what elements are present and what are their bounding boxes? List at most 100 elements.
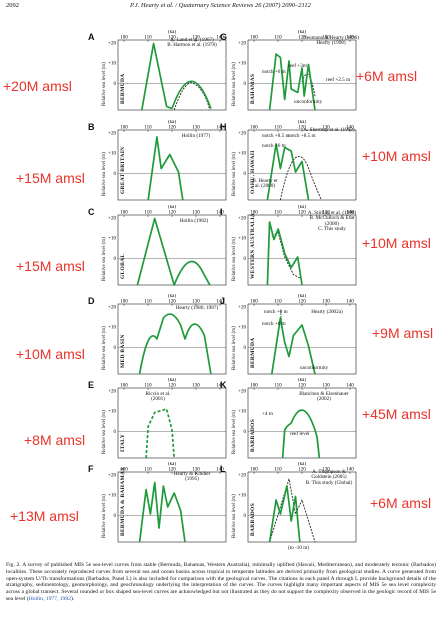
y-tick-label: +10 bbox=[238, 237, 246, 242]
x-tick-label: 140 bbox=[346, 126, 354, 131]
sea-level-curve-plot: 100 110 120 130 140 (ka) +20 +10 0 bbox=[238, 120, 357, 201]
curve-dashed bbox=[269, 478, 316, 543]
panel-annotation: reef level bbox=[290, 431, 310, 437]
panel-a: A 100 110 120 130 140 (ka) +20 +10 0 Relative sea … bbox=[88, 30, 250, 122]
x-tick-label: 100 bbox=[120, 384, 128, 389]
x-axis-title: (ka) bbox=[298, 294, 306, 299]
x-axis-title: (ka) bbox=[168, 462, 176, 467]
amsl-annotation: +10M amsl bbox=[362, 235, 431, 251]
y-axis-label: Relative sea level (m) bbox=[232, 62, 237, 106]
panel-citation: Blanchon & Eisenhauer (2002) bbox=[299, 391, 349, 403]
panel-b: B 100 110 120 130 140 (ka) +20 +10 0 Relative sea … bbox=[88, 120, 250, 212]
y-axis-label: Relative sea level (m) bbox=[232, 494, 237, 538]
x-tick-label: 130 bbox=[322, 384, 330, 389]
x-axis-title: (ka) bbox=[168, 205, 176, 210]
x-tick-label: 120 bbox=[298, 126, 306, 131]
sea-level-curve-plot: 100 110 120 130 140 (ka) +20 +10 0 bbox=[238, 205, 357, 286]
region-label: BERMUDA bbox=[250, 337, 256, 368]
x-tick-label: 100 bbox=[250, 384, 258, 389]
x-tick-label: 140 bbox=[216, 468, 224, 473]
y-tick-label: +20 bbox=[108, 474, 116, 479]
sea-level-curve bbox=[268, 485, 301, 543]
page-header: 2092 P.J. Hearty et al. / Quaternary Sci… bbox=[0, 2, 442, 12]
sea-level-curve-plot: 100 110 120 130 140 (ka) +20 +10 0 bbox=[238, 30, 357, 111]
x-tick-label: 100 bbox=[250, 300, 258, 305]
region-label: WESTERN AUSTRALIA bbox=[250, 212, 256, 279]
caption-citation-link[interactable]: Hollin, 1977, 1982 bbox=[28, 596, 71, 603]
y-axis-label: Relative sea level (m) bbox=[232, 326, 237, 370]
y-axis-label: Relative sea level (m) bbox=[232, 410, 237, 454]
x-tick-label: 130 bbox=[322, 211, 330, 216]
y-tick-label: +20 bbox=[238, 42, 246, 47]
y-tick-label: 0 bbox=[244, 430, 247, 435]
x-tick-label: 130 bbox=[192, 36, 200, 41]
x-tick-label: 100 bbox=[120, 211, 128, 216]
region-label: BAHAMAS bbox=[250, 73, 256, 104]
x-axis-title: (ka) bbox=[298, 462, 306, 467]
x-tick-label: 120 bbox=[298, 36, 306, 41]
x-tick-label: 140 bbox=[346, 300, 354, 305]
sea-level-curve-plot: 100 110 120 130 140 (ka) +20 +10 0 bbox=[108, 205, 227, 286]
plot-frame bbox=[117, 129, 227, 201]
panel-letter: J bbox=[220, 296, 226, 306]
panel-annotation: notch +9 m bbox=[264, 309, 288, 315]
panel-d: D 100 110 120 130 140 (ka) +20 +10 0 Relative sea … bbox=[88, 294, 250, 386]
sea-level-curve bbox=[145, 408, 176, 459]
panel-letter: G bbox=[220, 32, 228, 42]
panel-citation: Riccio et al. (2001) bbox=[145, 391, 171, 403]
amsl-annotation: +20M amsl bbox=[3, 78, 72, 94]
y-axis-label: Relative sea level (m) bbox=[102, 494, 107, 538]
x-tick-label: 110 bbox=[274, 36, 282, 41]
curve-dashed bbox=[279, 155, 322, 201]
sea-level-curve-plot: 100 110 120 130 140 (ka) +20 +10 0 bbox=[238, 378, 357, 459]
x-tick-label: 130 bbox=[192, 211, 200, 216]
x-tick-label: 130 bbox=[322, 36, 330, 41]
x-tick-label: 120 bbox=[168, 468, 176, 473]
y-tick-label: 0 bbox=[114, 172, 117, 177]
panel-annotation: notch +8.5 m bbox=[262, 133, 290, 139]
panel-g: G 100 110 120 130 140 (ka) +20 +10 0 Relative sea … bbox=[220, 30, 382, 122]
y-tick-label: +10 bbox=[238, 494, 246, 499]
region-label: BARBADOS bbox=[250, 419, 256, 452]
x-tick-label: 120 bbox=[298, 211, 306, 216]
x-tick-label: 120 bbox=[168, 126, 176, 131]
region-label: ITALY bbox=[120, 433, 126, 452]
region-label: BARBADOS bbox=[250, 503, 256, 536]
x-tick-label: 100 bbox=[250, 36, 258, 41]
y-axis-label: Relative sea level (m) bbox=[102, 326, 107, 370]
curve-dashed bbox=[173, 82, 211, 111]
panel-annotation: notch +8.5 m bbox=[288, 133, 316, 139]
sea-level-curve-plot: 100 110 120 130 140 (ka) +20 +10 0 bbox=[108, 378, 227, 459]
panel-letter: A bbox=[88, 32, 95, 42]
panel-letter: K bbox=[220, 380, 227, 390]
panel-k: K 100 110 120 130 140 (ka) +20 +10 0 Relative sea … bbox=[220, 378, 382, 470]
x-tick-label: 130 bbox=[322, 126, 330, 131]
sea-level-curve-plot: 100 110 120 130 140 (ka) +20 +10 0 bbox=[108, 120, 227, 201]
y-tick-label: 0 bbox=[114, 514, 117, 519]
x-axis-title: (ka) bbox=[168, 30, 176, 35]
y-tick-label: +20 bbox=[238, 217, 246, 222]
panel-citation: Hearty (1986; 1987) bbox=[175, 305, 219, 311]
y-tick-label: +10 bbox=[238, 62, 246, 67]
x-tick-label: 140 bbox=[216, 126, 224, 131]
region-label: GREAT BRITAIN bbox=[120, 146, 126, 194]
figure-caption: Fig. 2. A survey of published MIS 5e sea… bbox=[6, 562, 436, 603]
x-axis-title: (ka) bbox=[298, 120, 306, 125]
panel-citation: Hearty & Kindler (1995) bbox=[173, 471, 211, 483]
y-tick-label: +10 bbox=[108, 152, 116, 157]
x-tick-label: 120 bbox=[298, 468, 306, 473]
x-tick-label: 110 bbox=[144, 36, 152, 41]
y-tick-label: 0 bbox=[114, 346, 117, 351]
panel-annotation: notch +6 m bbox=[262, 143, 286, 149]
caption-end: ). bbox=[70, 596, 75, 603]
y-tick-label: +10 bbox=[108, 494, 116, 499]
amsl-annotation: +9M amsl bbox=[372, 325, 434, 341]
amsl-annotation: +6M amsl bbox=[370, 495, 432, 511]
panel-l: L 100 110 120 130 140 (ka) +20 +10 0 Relative sea … bbox=[220, 462, 382, 554]
panel-annotation: +4 m bbox=[262, 411, 273, 417]
y-tick-label: 0 bbox=[244, 346, 247, 351]
region-label: BERMUDA & BAHAMAS bbox=[120, 467, 126, 536]
x-tick-label: 110 bbox=[274, 211, 282, 216]
amsl-annotation: +6M amsl bbox=[356, 68, 418, 84]
x-tick-label: 100 bbox=[120, 126, 128, 131]
